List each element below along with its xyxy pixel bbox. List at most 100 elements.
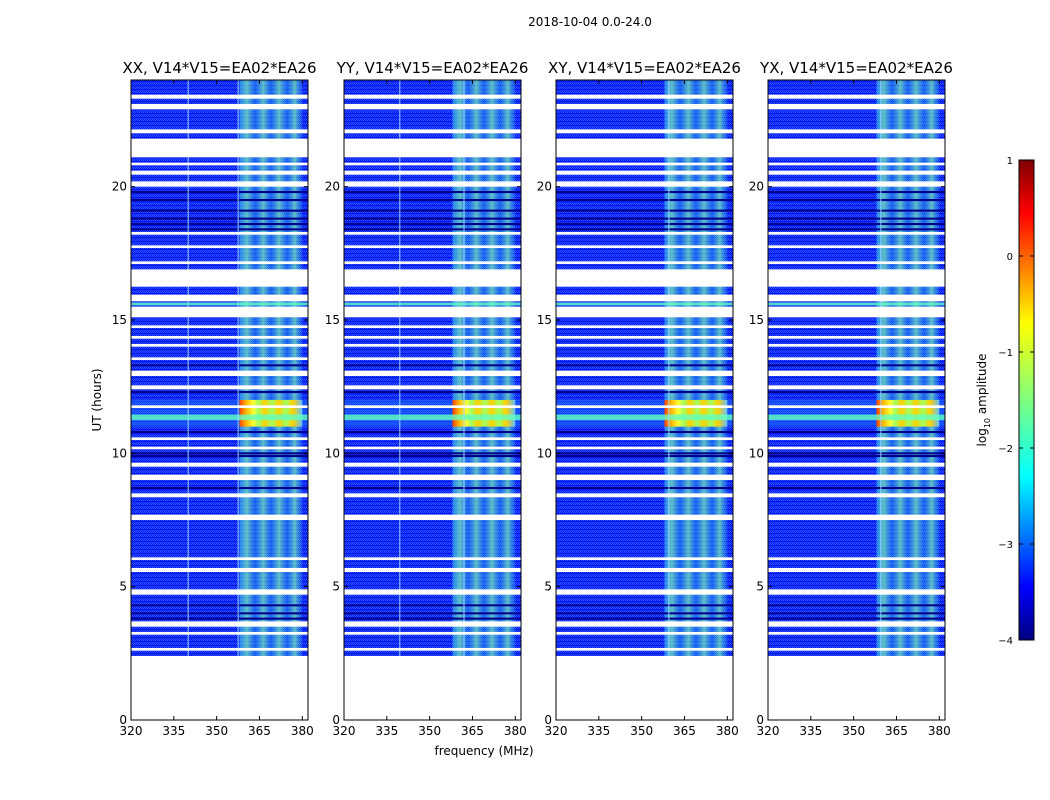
blank-gap [768,493,945,498]
y-tick-label: 20 [325,180,340,194]
dark-ut-line [131,452,308,455]
colorbar-tick-label: 0 [1007,252,1013,263]
dark-ut-line [768,209,945,212]
y-tick-label: 10 [325,446,340,460]
x-tick-label: 320 [120,724,143,738]
dark-ut-line [768,191,945,193]
blank-gap [768,344,945,347]
y-tick-label: 5 [332,580,340,594]
hot-band [876,400,940,427]
blank-gap [131,446,308,450]
colorbar-gradient [1018,159,1035,641]
blank-gap [131,170,308,175]
blank-gap [344,446,521,450]
blank-gap [768,370,945,376]
x-tick-label: 320 [757,724,780,738]
panel-4: YX, V14*V15=EA02*EA26 320 335 350 365 380 0 5 10… [749,59,953,738]
blank-gap [344,405,521,408]
bright-ut-line [131,417,308,421]
figure-suptitle: 2018-10-04 0.0-24.0 [528,15,652,29]
dark-ut-line [344,391,521,393]
blank-gap [131,138,308,158]
x-tick-label: 365 [673,724,696,738]
y-tick-label: 10 [112,446,127,460]
blank-gap [768,474,945,480]
blank-gap [344,621,521,627]
blank-gap [556,245,733,248]
blank-gap [131,294,308,302]
panel-title: YX, V14*V15=EA02*EA26 [759,59,953,77]
blank-gap [768,129,945,134]
y-tick-label: 0 [332,713,340,727]
dark-ut-line [768,617,945,620]
dark-ut-line [556,209,733,212]
x-tick-label: 365 [461,724,484,738]
y-tick-label: 10 [537,446,552,460]
dark-ut-line [556,364,733,367]
blank-gap [768,294,945,302]
dark-ut-line [556,617,733,620]
blank-gap [556,170,733,175]
dark-ut-line [344,223,521,225]
dark-ut-line [556,455,733,457]
blank-gap [768,514,945,520]
bright-ut-line [131,302,308,306]
blank-gap [556,446,733,450]
no-data-region [131,656,308,720]
dark-ut-line [768,487,945,489]
blank-gap [556,294,733,302]
dark-ut-line [131,364,308,367]
blank-gap [131,104,308,110]
dark-ut-line [556,228,733,231]
blank-gap [344,370,521,376]
blank-gap [344,557,521,560]
dark-ut-line [556,191,733,193]
colorbar-label-rest: amplitude [975,354,989,418]
bright-ut-line [556,417,733,421]
blank-gap [131,94,308,99]
blank-gap [344,261,521,264]
blank-gap [556,181,733,187]
dark-ut-line [768,199,945,201]
blank-gap [556,474,733,480]
panel-title: XX, V14*V15=EA02*EA26 [122,59,316,77]
blank-gap [131,181,308,187]
dark-ut-line [768,452,945,455]
blank-gap [131,474,308,480]
blank-gap [344,336,521,339]
blank-gap [556,162,733,166]
rfi-vertical-line [880,80,882,656]
blank-gap [768,269,945,287]
blank-gap [556,94,733,99]
blank-gap [344,170,521,175]
blank-gap [768,325,945,328]
colorbar-label-sub: 10 [983,418,992,428]
no-data-region [556,656,733,720]
y-tick-label: 15 [325,313,340,327]
dark-ut-line [556,391,733,393]
dark-ut-line [344,364,521,367]
dark-ut-line [131,617,308,620]
blank-gap [556,405,733,408]
blank-gap [131,493,308,498]
panel-frame [767,79,946,721]
blank-gap [768,568,945,572]
dark-ut-line [131,217,308,220]
blank-gap [556,370,733,376]
x-tick-label: 350 [842,724,865,738]
dark-ut-line [344,487,521,489]
blank-gap [344,129,521,134]
rfi-vertical-line [668,80,670,656]
blank-gap [344,568,521,572]
dark-ut-line [768,217,945,220]
blank-gap [344,245,521,248]
y-tick-label: 0 [756,713,764,727]
dark-ut-line [768,364,945,367]
bright-ut-line [768,302,945,306]
y-tick-label: 0 [119,713,127,727]
blank-gap [344,357,521,360]
dark-ut-line [556,431,733,433]
waterfall-image [131,80,308,720]
bright-ut-line [556,302,733,306]
